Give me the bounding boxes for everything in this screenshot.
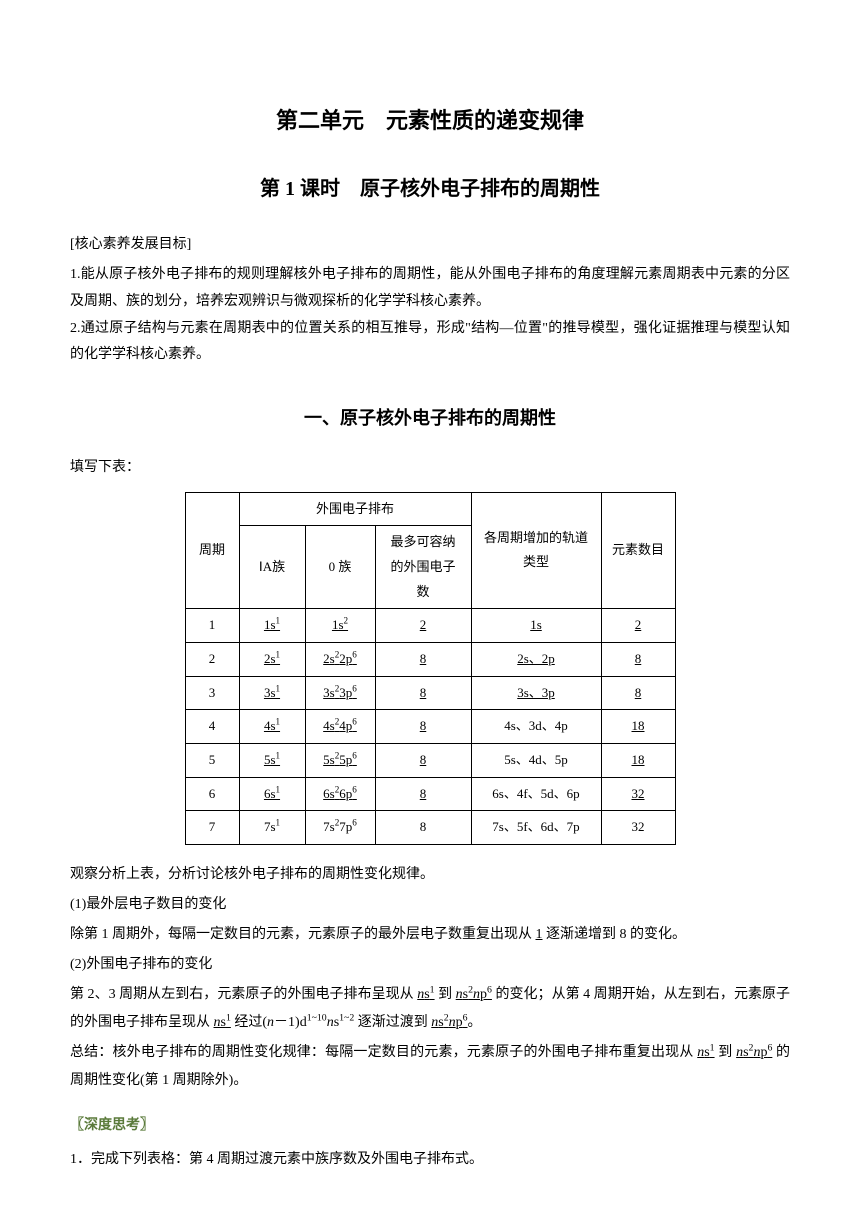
table-row: 11s11s221s2 [185, 609, 675, 643]
cell-period: 3 [185, 676, 239, 710]
cell-ia: 6s1 [239, 777, 305, 811]
periodic-table-wrap: 周期 外围电子排布 各周期增加的轨道类型 元素数目 ⅠA族 0 族 最多可容纳的… [70, 492, 790, 846]
cell-orbital: 2s、2p [471, 642, 601, 676]
cell-ia: 4s1 [239, 710, 305, 744]
th-ia: ⅠA族 [239, 526, 305, 609]
cell-ia: 3s1 [239, 676, 305, 710]
th-outer-config: 外围电子排布 [239, 492, 471, 526]
cell-zero: 2s22p6 [305, 642, 375, 676]
table-body: 11s11s221s222s12s22p682s、2p833s13s23p683… [185, 609, 675, 845]
cell-zero: 5s25p6 [305, 744, 375, 778]
cell-ia: 5s1 [239, 744, 305, 778]
cell-max: 8 [375, 642, 471, 676]
th-zero: 0 族 [305, 526, 375, 609]
analysis-intro: 观察分析上表，分析讨论核外电子排布的周期性变化规律。 [70, 861, 790, 889]
cell-period: 1 [185, 609, 239, 643]
cell-orbital: 4s、3d、4p [471, 710, 601, 744]
cell-count: 2 [601, 609, 675, 643]
goal-item-1: 1.能从原子核外电子排布的规则理解核外电子排布的周期性，能从外围电子排布的角度理… [70, 262, 790, 315]
cell-orbital: 1s [471, 609, 601, 643]
cell-count: 8 [601, 642, 675, 676]
cell-period: 7 [185, 811, 239, 845]
table-row: 44s14s24p684s、3d、4p18 [185, 710, 675, 744]
th-max-outer: 最多可容纳的外围电子数 [375, 526, 471, 609]
cell-ia: 7s1 [239, 811, 305, 845]
cell-ia: 2s1 [239, 642, 305, 676]
periodic-config-table: 周期 外围电子排布 各周期增加的轨道类型 元素数目 ⅠA族 0 族 最多可容纳的… [185, 492, 676, 846]
th-element-count: 元素数目 [601, 492, 675, 609]
lesson-title: 第 1 课时 原子核外电子排布的周期性 [70, 170, 790, 208]
cell-count: 18 [601, 710, 675, 744]
table-row: 22s12s22p682s、2p8 [185, 642, 675, 676]
cell-zero: 4s24p6 [305, 710, 375, 744]
cell-max: 8 [375, 710, 471, 744]
cell-count: 32 [601, 777, 675, 811]
cell-max: 8 [375, 811, 471, 845]
table-instruct: 填写下表： [70, 455, 790, 482]
analysis-p1-body: 除第 1 周期外，每隔一定数目的元素，元素原子的最外层电子数重复出现从 1 逐渐… [70, 921, 790, 949]
goal-item-2: 2.通过原子结构与元素在周期表中的位置关系的相互推导，形成"结构—位置"的推导模… [70, 316, 790, 369]
cell-zero: 7s27p6 [305, 811, 375, 845]
cell-orbital: 6s、4f、5d、6p [471, 777, 601, 811]
cell-period: 5 [185, 744, 239, 778]
deep-think-q1: 1．完成下列表格：第 4 周期过渡元素中族序数及外围电子排布式。 [70, 1146, 790, 1174]
analysis-p2-title: (2)外围电子排布的变化 [70, 951, 790, 979]
table-row: 55s15s25p685s、4d、5p18 [185, 744, 675, 778]
table-row: 66s16s26p686s、4f、5d、6p32 [185, 777, 675, 811]
th-period: 周期 [185, 492, 239, 609]
deep-think-header: 〖深度思考〗 [70, 1113, 790, 1140]
cell-count: 8 [601, 676, 675, 710]
section-1-title: 一、原子核外电子排布的周期性 [70, 401, 790, 435]
cell-period: 2 [185, 642, 239, 676]
cell-zero: 6s26p6 [305, 777, 375, 811]
th-orbital-types: 各周期增加的轨道类型 [471, 492, 601, 609]
analysis-p1-title: (1)最外层电子数目的变化 [70, 891, 790, 919]
unit-title: 第二单元 元素性质的递变规律 [70, 100, 790, 142]
analysis-summary: 总结：核外电子排布的周期性变化规律：每隔一定数目的元素，元素原子的外围电子排布重… [70, 1039, 790, 1095]
cell-max: 8 [375, 777, 471, 811]
cell-zero: 3s23p6 [305, 676, 375, 710]
cell-count: 18 [601, 744, 675, 778]
table-row: 33s13s23p683s、3p8 [185, 676, 675, 710]
cell-ia: 1s1 [239, 609, 305, 643]
cell-max: 8 [375, 744, 471, 778]
cell-orbital: 3s、3p [471, 676, 601, 710]
cell-max: 2 [375, 609, 471, 643]
analysis-p2-body: 第 2、3 周期从左到右，元素原子的外围电子排布呈现从 ns1 到 ns2np6… [70, 981, 790, 1037]
cell-zero: 1s2 [305, 609, 375, 643]
cell-orbital: 7s、5f、6d、7p [471, 811, 601, 845]
cell-period: 4 [185, 710, 239, 744]
cell-orbital: 5s、4d、5p [471, 744, 601, 778]
cell-count: 32 [601, 811, 675, 845]
cell-period: 6 [185, 777, 239, 811]
goals-header: [核心素养发展目标] [70, 232, 790, 259]
cell-max: 8 [375, 676, 471, 710]
table-row: 77s17s27p687s、5f、6d、7p32 [185, 811, 675, 845]
